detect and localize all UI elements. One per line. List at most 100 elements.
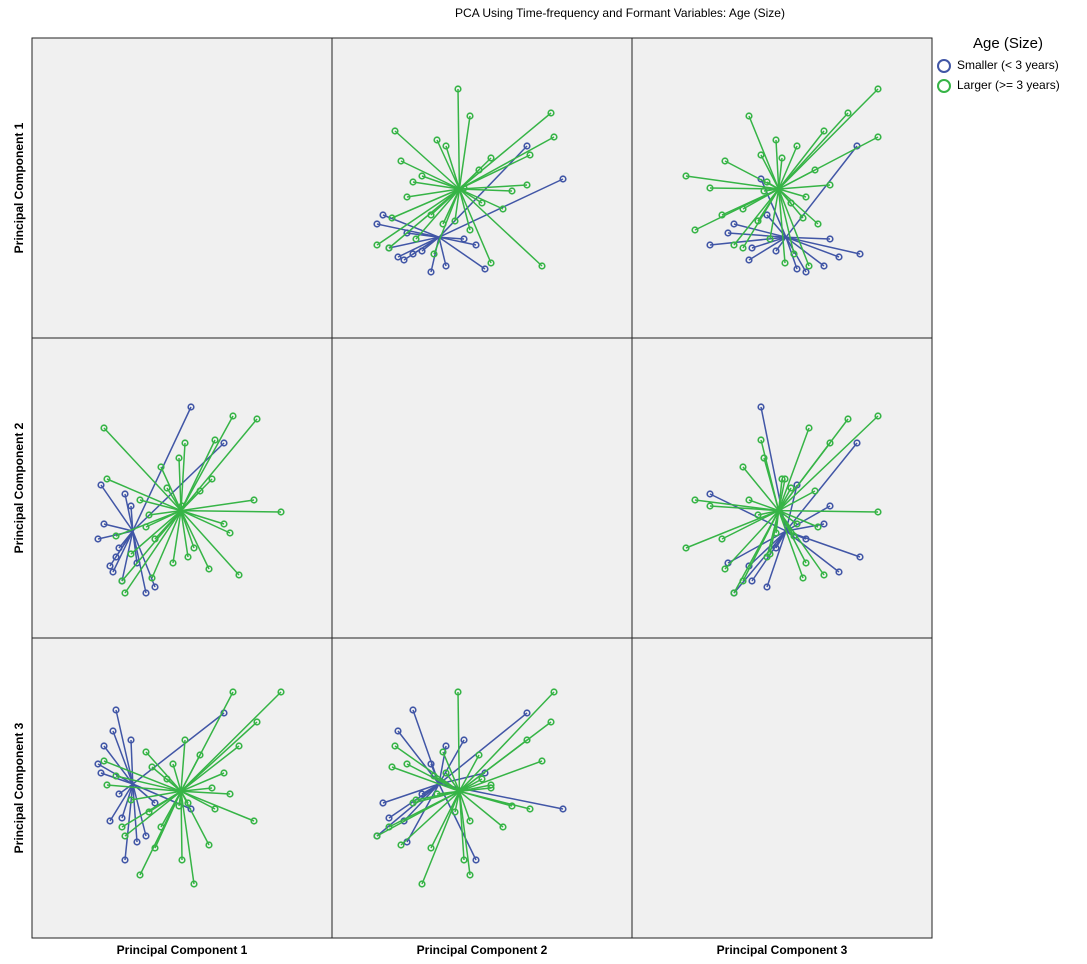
- point: [802, 535, 810, 543]
- point: [460, 856, 468, 864]
- spoke: [400, 160, 460, 190]
- spoke: [436, 790, 460, 795]
- point: [403, 193, 411, 201]
- spoke: [438, 236, 486, 270]
- point: [127, 502, 135, 510]
- point: [802, 268, 810, 276]
- spoke: [180, 509, 231, 534]
- point: [772, 544, 780, 552]
- spoke: [160, 466, 182, 511]
- spoke: [121, 530, 134, 582]
- point: [205, 565, 213, 573]
- point: [385, 823, 393, 831]
- spoke: [721, 509, 780, 540]
- point: [526, 805, 534, 813]
- spoke: [778, 509, 879, 513]
- spoke: [180, 509, 282, 513]
- spoke: [458, 188, 543, 267]
- spoke: [766, 530, 787, 588]
- point: [184, 553, 192, 561]
- point: [745, 256, 753, 264]
- point: [706, 241, 714, 249]
- spoke: [778, 130, 825, 190]
- point: [559, 175, 567, 183]
- point: [133, 559, 141, 567]
- point: [811, 487, 819, 495]
- spoke: [132, 712, 225, 785]
- point: [487, 784, 495, 792]
- point: [826, 235, 834, 243]
- point: [121, 589, 129, 597]
- spoke: [742, 466, 780, 512]
- point: [499, 205, 507, 213]
- spoke: [180, 772, 225, 792]
- point: [118, 823, 126, 831]
- point: [475, 751, 483, 759]
- point: [103, 475, 111, 483]
- point: [115, 790, 123, 798]
- spoke: [106, 478, 182, 512]
- point: [805, 262, 813, 270]
- point: [478, 199, 486, 207]
- spoke: [438, 739, 465, 785]
- point: [466, 871, 474, 879]
- point: [799, 574, 807, 582]
- point: [121, 856, 129, 864]
- point: [466, 817, 474, 825]
- point: [460, 184, 468, 192]
- spoke: [415, 188, 460, 240]
- spoke: [778, 415, 879, 512]
- point: [142, 589, 150, 597]
- spoke: [115, 509, 182, 537]
- point: [427, 760, 435, 768]
- point: [220, 520, 228, 528]
- spoke: [406, 232, 440, 238]
- point: [409, 250, 417, 258]
- spoke: [180, 790, 231, 795]
- point: [820, 127, 828, 135]
- point: [787, 199, 795, 207]
- point: [460, 736, 468, 744]
- spoke: [459, 760, 543, 793]
- point: [250, 496, 258, 504]
- spoke: [778, 184, 831, 190]
- point: [229, 412, 237, 420]
- point: [190, 544, 198, 552]
- point: [205, 841, 213, 849]
- spoke: [721, 188, 780, 216]
- point: [112, 772, 120, 780]
- point: [547, 109, 555, 117]
- point: [109, 727, 117, 735]
- spoke: [438, 145, 528, 238]
- spoke: [154, 790, 182, 849]
- spoke: [180, 754, 201, 792]
- point: [427, 844, 435, 852]
- point: [481, 769, 489, 777]
- spoke: [778, 188, 819, 225]
- point: [730, 589, 738, 597]
- point: [169, 559, 177, 567]
- spoke: [709, 187, 779, 190]
- legend-title: Age (Size): [973, 35, 1043, 52]
- point: [208, 784, 216, 792]
- point: [718, 211, 726, 219]
- point: [454, 688, 462, 696]
- spoke: [180, 721, 258, 792]
- spoke: [382, 783, 440, 804]
- spoke: [778, 88, 879, 190]
- spoke: [180, 790, 216, 810]
- point: [163, 484, 171, 492]
- point: [418, 247, 426, 255]
- spoke: [433, 188, 461, 255]
- spoke: [132, 530, 156, 588]
- spoke: [121, 783, 134, 819]
- spoke: [785, 236, 825, 267]
- point: [190, 880, 198, 888]
- point: [856, 553, 864, 561]
- point: [433, 136, 441, 144]
- spoke: [430, 188, 460, 216]
- point: [682, 172, 690, 180]
- point: [100, 742, 108, 750]
- spoke: [180, 739, 186, 792]
- spoke: [445, 772, 461, 792]
